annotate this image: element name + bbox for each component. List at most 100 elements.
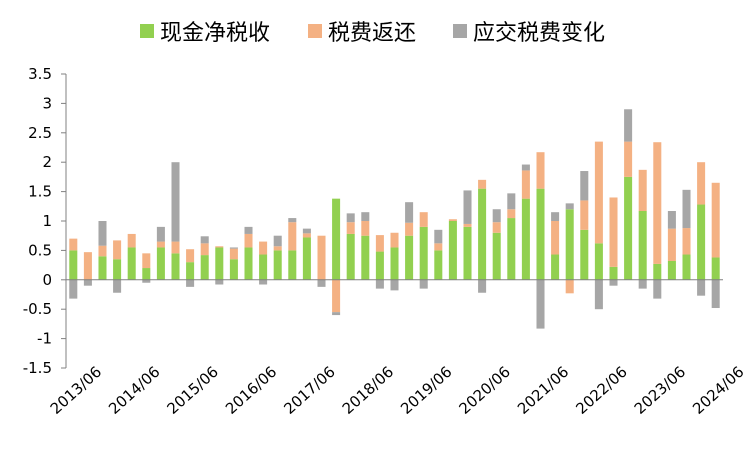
bar-cash-net-tax bbox=[478, 188, 487, 280]
bar-tax-refund bbox=[463, 223, 472, 227]
bar-tax-refund bbox=[288, 222, 297, 251]
bar-cash-net-tax bbox=[624, 176, 633, 280]
bar-cash-net-tax bbox=[288, 250, 297, 280]
bar-tax-refund bbox=[375, 235, 384, 252]
x-tick-label: 2023/06 bbox=[631, 363, 689, 418]
bar-cash-net-tax bbox=[434, 250, 443, 280]
x-tick-labels: 2013/06 2014/06 2015/06 2016/06 2017/06 2018/… bbox=[47, 363, 748, 418]
legend-swatch-tax-refund bbox=[308, 24, 322, 38]
bar-tax-refund bbox=[405, 222, 414, 236]
bar-tax-payable-change bbox=[697, 279, 706, 296]
bar-tax-payable-change bbox=[594, 279, 603, 310]
y-tick-labels: 3.5 3 2.5 2 1.5 1 0.5 0 -0.5 -1 -1.5 bbox=[23, 65, 52, 377]
bar-tax-refund bbox=[448, 219, 457, 221]
bar-tax-payable-change bbox=[419, 279, 428, 289]
bar-cash-net-tax bbox=[200, 255, 209, 280]
bar-tax-payable-change bbox=[565, 203, 574, 210]
bar-tax-refund bbox=[609, 197, 618, 267]
x-tick-label: 2021/06 bbox=[514, 363, 572, 418]
bar-tax-payable-change bbox=[346, 213, 355, 223]
bar-cash-net-tax bbox=[492, 232, 501, 280]
bar-cash-net-tax bbox=[536, 188, 545, 280]
bar-tax-payable-change bbox=[259, 279, 268, 285]
x-tick-label: 2024/06 bbox=[689, 363, 747, 418]
bar-tax-refund bbox=[273, 246, 282, 251]
bar-tax-payable-change bbox=[142, 279, 151, 283]
bar-tax-payable-change bbox=[302, 228, 311, 234]
x-tick-label: 2017/06 bbox=[280, 363, 338, 418]
bar-tax-refund bbox=[98, 245, 107, 257]
bar-cash-net-tax bbox=[638, 211, 647, 280]
bar-tax-refund bbox=[332, 279, 341, 313]
bar-cash-net-tax bbox=[142, 268, 151, 280]
bar-tax-refund bbox=[361, 221, 370, 236]
bar-cash-net-tax bbox=[580, 229, 589, 280]
bar-tax-refund bbox=[638, 169, 647, 211]
bar-cash-net-tax bbox=[186, 262, 195, 280]
bar-tax-payable-change bbox=[682, 189, 691, 229]
legend-label-tax-refund: 税费返还 bbox=[328, 21, 416, 46]
bar-cash-net-tax bbox=[521, 198, 530, 280]
bar-cash-net-tax bbox=[463, 226, 472, 280]
legend-label-tax-payable-change: 应交税费变化 bbox=[473, 21, 605, 46]
y-tick-label: 0 bbox=[42, 271, 52, 289]
bar-tax-payable-change bbox=[551, 212, 560, 221]
bar-cash-net-tax bbox=[113, 259, 122, 280]
bar-tax-refund bbox=[113, 240, 122, 260]
x-tick-label: 2014/06 bbox=[105, 363, 163, 418]
bar-tax-payable-change bbox=[186, 279, 195, 287]
bar-tax-refund bbox=[434, 243, 443, 251]
bar-tax-refund bbox=[565, 279, 574, 294]
y-tick-label: -1.5 bbox=[23, 359, 52, 377]
legend: 现金净税收 税费返还 应交税费变化 bbox=[140, 21, 605, 46]
y-tick-label: 2 bbox=[42, 153, 52, 171]
bar-cash-net-tax bbox=[653, 263, 662, 280]
bar-tax-payable-change bbox=[288, 218, 297, 223]
bar-cash-net-tax bbox=[405, 235, 414, 280]
bar-tax-payable-change bbox=[200, 236, 209, 244]
x-tick-label: 2016/06 bbox=[222, 363, 280, 418]
legend-swatch-cash-net-tax bbox=[140, 24, 154, 38]
bar-tax-refund bbox=[551, 221, 560, 255]
x-tick-label: 2020/06 bbox=[456, 363, 514, 418]
legend-swatch-tax-payable-change bbox=[453, 24, 467, 38]
bar-tax-payable-change bbox=[361, 212, 370, 221]
bar-tax-refund bbox=[127, 233, 136, 248]
bar-tax-payable-change bbox=[711, 279, 720, 309]
x-tick-label: 2013/06 bbox=[47, 363, 105, 418]
bar-tax-refund bbox=[244, 233, 253, 248]
bar-cash-net-tax bbox=[697, 204, 706, 280]
bar-tax-payable-change bbox=[580, 171, 589, 201]
bar-tax-refund bbox=[259, 241, 268, 255]
bar-tax-refund bbox=[580, 200, 589, 230]
x-tick-label: 2019/06 bbox=[397, 363, 455, 418]
bar-tax-refund bbox=[215, 246, 224, 248]
bar-tax-refund bbox=[83, 252, 92, 280]
bar-cash-net-tax bbox=[419, 226, 428, 280]
bar-cash-net-tax bbox=[273, 250, 282, 280]
bar-cash-net-tax bbox=[127, 247, 136, 280]
bar-tax-refund bbox=[667, 228, 676, 261]
bar-tax-payable-change bbox=[405, 202, 414, 223]
y-tick-label: 1 bbox=[42, 212, 52, 230]
bar-tax-refund bbox=[697, 162, 706, 205]
bar-cash-net-tax bbox=[551, 254, 560, 280]
y-tick-label: 3 bbox=[42, 94, 52, 112]
bar-tax-payable-change bbox=[229, 247, 238, 249]
bar-tax-payable-change bbox=[624, 109, 633, 142]
bar-tax-payable-change bbox=[317, 279, 326, 287]
bar-tax-refund bbox=[69, 238, 78, 251]
bar-tax-payable-change bbox=[463, 190, 472, 224]
bar-cash-net-tax bbox=[244, 247, 253, 280]
bar-tax-payable-change bbox=[521, 164, 530, 171]
bar-tax-payable-change bbox=[83, 279, 92, 286]
x-tick-label: 2018/06 bbox=[339, 363, 397, 418]
bar-tax-payable-change bbox=[507, 193, 516, 210]
bar-cash-net-tax bbox=[302, 237, 311, 280]
bar-tax-payable-change bbox=[273, 235, 282, 247]
bar-tax-refund bbox=[492, 222, 501, 233]
bar-tax-refund bbox=[594, 141, 603, 244]
legend-label-cash-net-tax: 现金净税收 bbox=[160, 21, 270, 46]
bar-tax-payable-change bbox=[69, 279, 78, 299]
